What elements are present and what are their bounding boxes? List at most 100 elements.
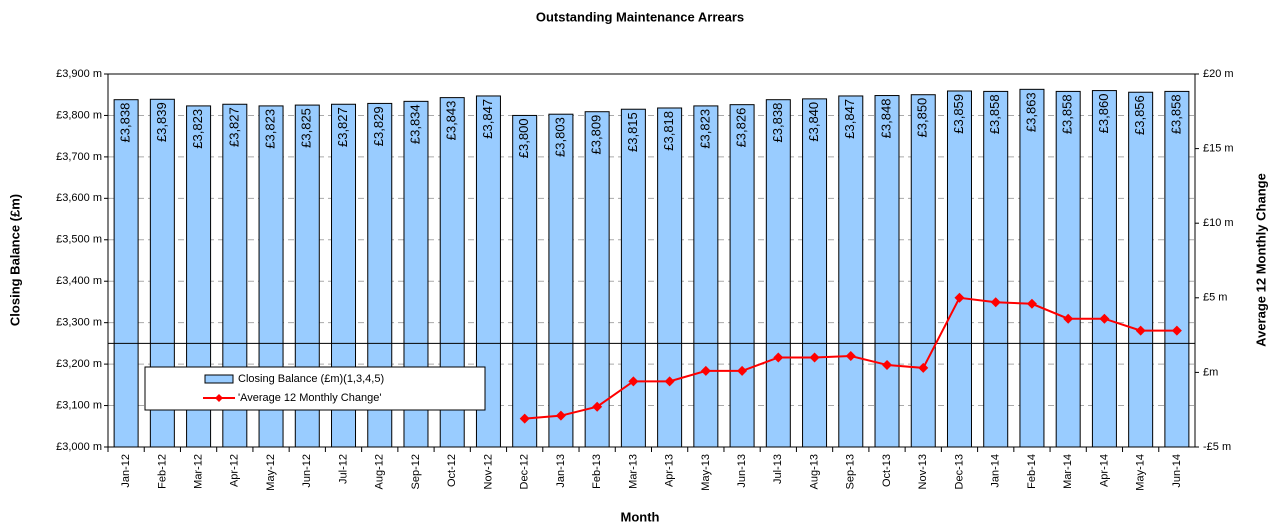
bar <box>1091 90 1117 448</box>
bar-value-label: £3,840 <box>806 102 821 142</box>
legend-box <box>144 366 486 411</box>
x-tick-label: Dec-12 <box>519 454 531 489</box>
line-marker <box>1171 325 1182 336</box>
bar <box>983 90 1009 448</box>
line-marker <box>555 410 566 421</box>
x-tick-label: May-14 <box>1135 454 1147 491</box>
line-marker <box>918 362 929 373</box>
bar <box>874 95 900 448</box>
x-tick-label: Apr-13 <box>664 454 676 487</box>
bar-value-label: £3,863 <box>1023 92 1038 132</box>
bar-value-label: £3,823 <box>262 109 277 149</box>
bar-value-label: £3,838 <box>118 103 133 143</box>
bar <box>620 108 646 448</box>
bar <box>1055 90 1081 448</box>
x-tick-label: Jan-12 <box>120 454 132 488</box>
x-tick-label: Feb-12 <box>156 454 168 489</box>
y2-tick-label: £15 m <box>1203 143 1234 155</box>
x-tick-label: Jun-13 <box>736 454 748 488</box>
x-tick-label: Jun-14 <box>1171 454 1183 488</box>
x-tick-label: Nov-13 <box>917 454 929 489</box>
line-marker <box>700 365 711 376</box>
bar-value-label: £3,815 <box>625 112 640 152</box>
bar-value-label: £3,800 <box>516 118 531 158</box>
bar-value-label: £3,826 <box>734 108 749 148</box>
legend: Closing Balance (£m)(1,3,4,5) 'Average 12… <box>144 366 486 411</box>
y-tick-label: £3,000 m <box>56 441 102 453</box>
y-axis-label: Closing Balance (£m) <box>7 194 22 326</box>
bar <box>693 105 719 448</box>
bar <box>512 114 538 448</box>
bar-value-label: £3,839 <box>154 102 169 142</box>
y-tick-label: £3,400 m <box>56 275 102 287</box>
x-tick-label: Mar-14 <box>1062 454 1074 489</box>
line-marker <box>592 401 603 412</box>
line-marker <box>1099 313 1110 324</box>
bar-value-label: £3,823 <box>697 109 712 149</box>
x-tick-label: Jul-13 <box>772 454 784 484</box>
bar <box>802 98 828 448</box>
x-axis-label: Month <box>621 509 660 524</box>
bar-value-label: £3,858 <box>1168 94 1183 134</box>
bar-value-label: £3,829 <box>371 106 386 146</box>
bar <box>584 111 610 448</box>
x-tick-label: Feb-14 <box>1026 454 1038 489</box>
line-marker <box>809 352 820 363</box>
bar-value-label: £3,850 <box>915 98 930 138</box>
x-tick-label: Feb-13 <box>591 454 603 489</box>
bar <box>765 99 791 448</box>
bar <box>548 113 574 448</box>
legend-label: 'Average 12 Monthly Change' <box>238 392 381 404</box>
bar <box>113 99 139 448</box>
x-tick-label: Sep-12 <box>410 454 422 489</box>
bar-value-label: £3,803 <box>552 117 567 157</box>
line-marker <box>882 359 893 370</box>
x-tick-label: Mar-13 <box>627 454 639 489</box>
x-tick-label: Jan-13 <box>555 454 567 488</box>
line-marker <box>1026 298 1037 309</box>
bar-value-label: £3,858 <box>1060 94 1075 134</box>
x-tick-label: Oct-12 <box>446 454 458 487</box>
bar-value-label: £3,834 <box>407 104 422 144</box>
line-marker <box>1063 313 1074 324</box>
x-tick-label: May-13 <box>700 454 712 491</box>
bar-value-label: £3,860 <box>1096 94 1111 134</box>
bar-value-label: £3,827 <box>335 107 350 147</box>
x-tick-label: Nov-12 <box>482 454 494 489</box>
y-tick-label: £3,900 m <box>56 68 102 80</box>
legend-swatch <box>204 374 234 384</box>
bar <box>729 104 755 448</box>
x-tick-label: Oct-13 <box>881 454 893 487</box>
bar <box>1019 88 1045 448</box>
bar-value-label: £3,809 <box>589 115 604 155</box>
x-tick-label: Jan-14 <box>990 454 1002 488</box>
y-tick-label: £3,700 m <box>56 151 102 163</box>
line-marker <box>1135 325 1146 336</box>
y-tick-label: £3,300 m <box>56 317 102 329</box>
line-marker <box>990 297 1001 308</box>
x-tick-label: Aug-13 <box>808 454 820 489</box>
x-tick-label: Jul-12 <box>337 454 349 484</box>
line-marker <box>773 352 784 363</box>
y-tick-label: £3,600 m <box>56 192 102 204</box>
y-tick-label: £3,100 m <box>56 399 102 411</box>
y2-axis-label: Average 12 Monthly Change <box>1253 173 1268 347</box>
x-tick-label: Mar-12 <box>192 454 204 489</box>
bar-value-label: £3,823 <box>190 109 205 149</box>
line-marker <box>664 376 675 387</box>
bar <box>1128 91 1154 448</box>
bar-value-label: £3,825 <box>299 108 314 148</box>
legend-marker <box>215 394 223 402</box>
bar-value-label: £3,827 <box>226 107 241 147</box>
chart-title: Outstanding Maintenance Arrears <box>536 9 744 24</box>
x-tick-label: Apr-14 <box>1098 454 1110 487</box>
x-tick-label: Jun-12 <box>301 454 313 488</box>
y2-tick-label: £10 m <box>1203 217 1234 229</box>
y2-tick-label: £20 m <box>1203 68 1234 80</box>
x-tick-label: Sep-13 <box>845 454 857 489</box>
y2-tick-label: £5 m <box>1203 292 1227 304</box>
legend-label: Closing Balance (£m)(1,3,4,5) <box>238 373 384 385</box>
x-tick-label: May-12 <box>265 454 277 491</box>
line-marker <box>628 376 639 387</box>
